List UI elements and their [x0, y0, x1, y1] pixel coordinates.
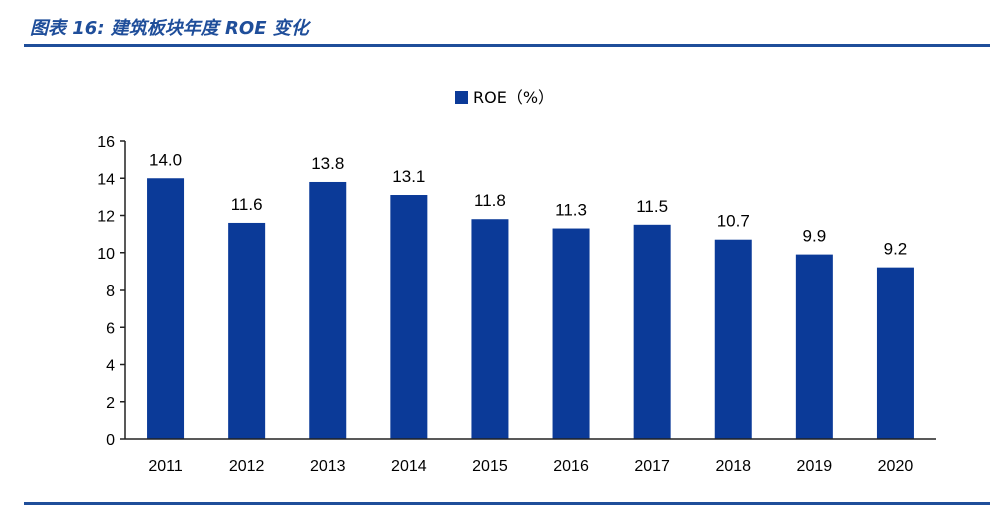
x-category-label: 2017 [634, 458, 670, 475]
bar-2012 [228, 222, 266, 439]
y-tick-label: 6 [106, 320, 115, 337]
legend: ROE（%） [455, 88, 554, 107]
data-label-2013: 13.8 [311, 154, 344, 173]
bar-2017 [633, 224, 671, 439]
bar-2020 [876, 267, 914, 439]
bar-2018 [714, 239, 752, 439]
y-axis: 0 2 4 6 8 10 12 14 16 [97, 134, 126, 449]
y-tick-label: 4 [106, 358, 115, 375]
bar-2016 [552, 228, 590, 439]
bar-2019 [795, 254, 833, 439]
x-category-label: 2012 [229, 458, 265, 475]
y-tick-label: 10 [97, 246, 115, 263]
y-tick-label: 2 [106, 395, 115, 412]
bar-2015 [471, 219, 509, 439]
x-category-label: 2013 [310, 458, 346, 475]
bar-2011 [147, 178, 185, 439]
title-rule [24, 44, 990, 47]
data-label-2015: 11.8 [474, 191, 506, 210]
bars-group: 14.0 11.6 13.8 13.1 11.8 11.3 11.5 10.7 9.9 9.2 [147, 150, 914, 439]
x-category-label: 2018 [715, 458, 751, 475]
bar-2014 [390, 195, 428, 439]
data-label-2020: 9.2 [884, 240, 908, 259]
x-category-label: 2020 [878, 458, 914, 475]
data-label-2019: 9.9 [803, 227, 827, 246]
x-category-label: 2014 [391, 458, 427, 475]
legend-swatch [455, 91, 468, 104]
data-label-2017: 11.5 [636, 197, 668, 216]
legend-label: ROE（%） [473, 88, 554, 107]
x-category-label: 2019 [797, 458, 833, 475]
data-label-2011: 14.0 [149, 150, 182, 169]
y-tick-label: 8 [106, 283, 115, 300]
y-tick-label: 16 [97, 134, 115, 151]
x-category-label: 2016 [553, 458, 589, 475]
y-tick-label: 12 [97, 209, 115, 226]
y-tick-label: 14 [97, 171, 115, 188]
x-category-label: 2015 [472, 458, 508, 475]
data-label-2018: 10.7 [717, 212, 750, 231]
figure-title: 图表 16: 建筑板块年度 ROE 变化 [30, 18, 309, 39]
data-label-2012: 11.6 [231, 195, 263, 214]
y-tick-label: 0 [106, 432, 115, 449]
data-label-2016: 11.3 [555, 201, 587, 220]
data-label-2014: 13.1 [392, 167, 425, 186]
x-axis: 2011 2012 2013 2014 2015 2016 2017 2018 2019 2020 [125, 438, 936, 475]
bar-2013 [309, 181, 347, 439]
bottom-rule [24, 502, 990, 505]
x-category-label: 2011 [148, 458, 183, 475]
